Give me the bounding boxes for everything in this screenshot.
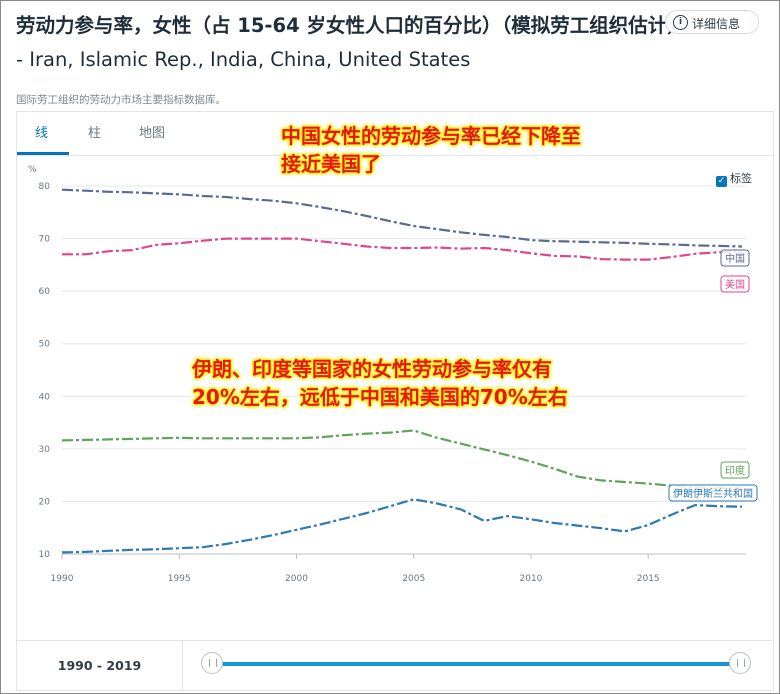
chart-panel: 线 柱 地图 [16,111,774,691]
annotation-line-3: 伊朗、印度等国家的女性劳动参与率仅有 [192,357,552,381]
series-label-text: 印度 [725,464,745,477]
series-label-box [720,461,750,479]
tab-bar: 线 柱 地图 [17,112,773,156]
y-tick-label: 20 [39,497,51,507]
y-tick-label: 30 [39,445,51,455]
series-line-iran [61,498,743,554]
series-line-us [62,237,743,261]
x-tick-label: 1990 [51,574,74,584]
source-note: 国际劳工组织的劳动力市场主要指标数据库。 [16,94,226,106]
tab-line[interactable]: 线 [35,126,49,141]
x-tick-label: 2010 [520,574,543,584]
series-label-us: 美国 [720,275,750,293]
range-end-handle[interactable] [729,652,751,674]
active-tab-indicator [17,152,69,155]
series-label-box [720,275,750,293]
series-layer [61,188,743,554]
labels-toggle-label: 标签 [730,172,752,185]
series-label-china: 中国 [720,249,750,267]
series-label-text: 伊朗伊斯兰共和国 [673,487,753,500]
chart-title: 劳动力参与率，女性（占 15-64 岁女性人口的百分比）（模拟劳工组织估计） [16,14,687,37]
x-tick-label: 1995 [168,574,191,584]
year-range-slider-track[interactable] [212,662,740,666]
y-tick-label: 70 [39,235,51,245]
series-label-iran: 伊朗伊斯兰共和国 [668,484,758,502]
info-icon: i [673,15,688,30]
tab-map[interactable]: 地图 [139,126,166,141]
annotation-iran-india: 伊朗、印度等国家的女性劳动参与率仅有 20%左右，远低于中国和美国的70%左右 [192,355,568,411]
axis-layer: 10 20 30 40 50 60 70 80% 1990 1995 2000 2005 2010 201… [28,165,746,584]
details-button[interactable]: i 详细信息 [665,10,759,34]
series-label-text: 中国 [725,252,745,265]
y-tick-label: 40 [39,392,51,402]
series-label-box [668,484,758,502]
year-range-label: 1990 - 2019 [17,641,183,690]
y-tick-label: 50 [39,340,51,350]
series-label-india: 印度 [720,461,750,479]
series-label-text: 美国 [725,278,745,291]
y-tick-label: 60 [39,287,51,297]
y-tick-label: 80 [39,182,51,192]
annotation-line-4: 20%左右，远低于中国和美国的70%左右 [192,385,568,409]
x-tick-label: 2000 [285,574,308,584]
tab-bar-chart[interactable]: 柱 [88,126,102,141]
details-button-label: 详细信息 [692,17,741,31]
series-label-box [720,249,750,267]
series-line-china [61,188,743,248]
checkbox-checked-icon: ✓ [716,176,727,187]
series-line-india [61,429,743,490]
y-tick-label: 10 [39,550,51,560]
labels-toggle[interactable]: ✓ 标签 [716,170,752,187]
y-axis-unit-label: % [28,165,37,175]
annotation-china-us: 中国女性的劳动参与率已经下降至 接近美国了 [281,122,581,178]
annotation-line-2: 接近美国了 [281,152,381,176]
annotation-line-1: 中国女性的劳动参与率已经下降至 [281,124,581,148]
range-start-handle[interactable] [201,652,223,674]
x-tick-label: 2015 [637,574,660,584]
x-tick-label: 2005 [402,574,425,584]
chart-subtitle: - Iran, Islamic Rep., India, China, Unit… [16,48,471,71]
